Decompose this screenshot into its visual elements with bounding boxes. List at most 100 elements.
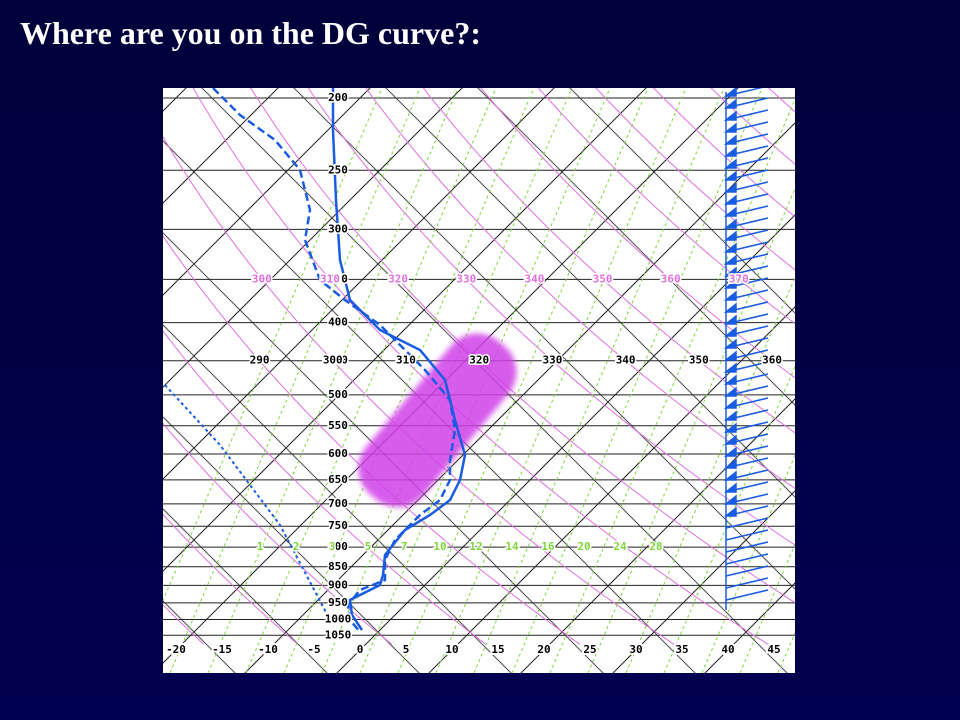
wind-flag [723, 98, 737, 109]
mixing-ratio-label: 10 [433, 540, 446, 553]
pressure-label: 950 [328, 596, 348, 609]
mixing-ratio-line [777, 631, 795, 673]
pressure-label: 750 [328, 519, 348, 532]
theta-label: 300 [252, 272, 272, 285]
wind-flag [723, 446, 737, 457]
wind-flag [723, 242, 737, 253]
sounding [164, 88, 769, 633]
dry-adiabat [163, 136, 675, 645]
wind-flag [723, 482, 737, 493]
dry-adiabat [365, 88, 795, 490]
dry-adiabat [480, 88, 795, 379]
wind-barb [725, 589, 769, 601]
mixing-ratio-line [816, 88, 960, 673]
theta-label: 340 [524, 272, 544, 285]
mixing-ratio-line [283, 88, 535, 673]
theta-label: 340 [616, 354, 636, 367]
pressure-label: 500 [328, 388, 348, 401]
wind-flag [723, 290, 737, 301]
wind-barb [725, 565, 769, 577]
temperature-label: 20 [537, 643, 550, 656]
isotherm [862, 60, 960, 700]
theta-label: 370 [729, 272, 749, 285]
cross-line [293, 88, 795, 590]
mixing-ratio-label: 14 [505, 540, 519, 553]
mixing-ratio-line [245, 88, 497, 673]
wind-flag [723, 398, 737, 409]
isotherm [428, 306, 795, 673]
temperature-label: 5 [403, 643, 410, 656]
temperature-label: 0 [357, 643, 364, 656]
dry-adiabat [537, 88, 795, 325]
isotherm [0, 60, 30, 700]
temperature-profile [331, 88, 467, 631]
pressure-label: 900 [328, 578, 348, 591]
parcel-profile [164, 384, 331, 621]
wind-barb [725, 577, 769, 589]
dry-adiabat [163, 330, 487, 645]
mixing-ratio-label: 12 [469, 540, 482, 553]
wind-flag [723, 230, 737, 241]
isotherm [163, 88, 555, 480]
isotherm [612, 490, 795, 673]
pressure-label: 1050 [325, 628, 352, 641]
mixing-ratio-label: 5 [365, 540, 372, 553]
theta-label: 350 [689, 354, 709, 367]
mixing-ratio-line [473, 88, 725, 673]
diagram-labels: 2002503003504004505005506006507007508008… [164, 90, 783, 659]
slide-title: Where are you on the DG curve?: [20, 15, 481, 51]
wind-flag [723, 158, 737, 169]
cross-line [163, 324, 512, 673]
isotherm [244, 122, 795, 673]
wind-flag [723, 338, 737, 349]
theta-label: 320 [388, 272, 408, 285]
pressure-label: 250 [328, 163, 348, 176]
cross-line [477, 88, 795, 406]
wind-flag [723, 494, 737, 505]
mixing-ratio-label: 20 [577, 540, 590, 553]
mixing-ratio-line [435, 88, 687, 673]
isotherm [163, 88, 463, 388]
dry-adiabat [799, 64, 960, 645]
temperature-label: -10 [258, 643, 278, 656]
wind-flag [723, 374, 737, 385]
isotherm [770, 60, 960, 700]
isotherm [163, 88, 647, 572]
mixing-ratio-label: 28 [649, 540, 662, 553]
cross-line [569, 88, 795, 314]
temperature-label: 35 [675, 643, 688, 656]
wind-barb [725, 553, 769, 565]
mixing-ratio-line [207, 88, 459, 673]
mixing-ratio-line [511, 88, 763, 673]
dry-adiabat [856, 64, 960, 645]
temperature-label: 45 [767, 643, 780, 656]
wind-flag [723, 422, 737, 433]
mixing-ratio-line [663, 365, 795, 673]
wind-barb [725, 541, 769, 553]
mixing-ratio-label: 2 [293, 540, 300, 553]
pressure-label: 400 [328, 316, 348, 329]
wind-flag [723, 170, 737, 181]
pressure-label: 600 [328, 447, 348, 460]
dewpoint-profile [212, 88, 457, 633]
cross-line [163, 508, 328, 673]
cross-line [163, 416, 420, 673]
mixing-ratio-label: 1 [257, 540, 264, 553]
temperature-label: 15 [491, 643, 504, 656]
pressure-label: 800 [328, 540, 348, 553]
isotherm [336, 214, 795, 673]
mixing-ratio-line [625, 276, 795, 673]
wind-flag [723, 410, 737, 421]
wind-flag [723, 266, 737, 277]
dry-adiabat [163, 513, 299, 645]
wind-flag [723, 326, 737, 337]
wind-flag [723, 350, 737, 361]
isotherm [0, 60, 122, 700]
pressure-label: 1000 [325, 612, 352, 625]
dry-adiabat [0, 64, 110, 645]
theta-label: 360 [762, 354, 782, 367]
pressure-label: 300 [328, 222, 348, 235]
wind-flag [723, 386, 737, 397]
cross-line [0, 60, 170, 700]
